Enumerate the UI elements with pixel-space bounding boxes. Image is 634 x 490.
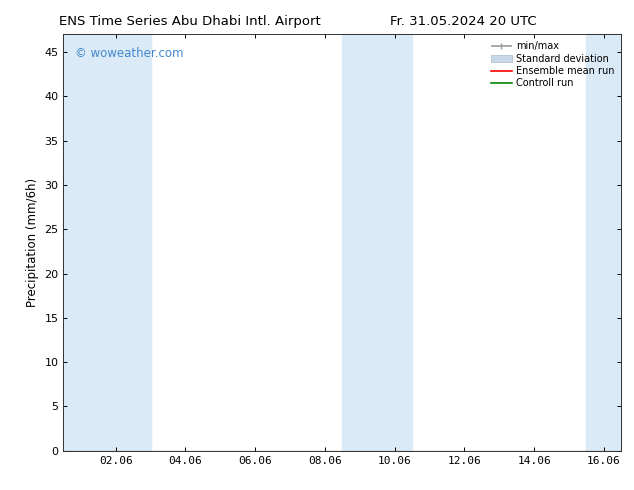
Legend: min/max, Standard deviation, Ensemble mean run, Controll run: min/max, Standard deviation, Ensemble me… xyxy=(489,39,616,90)
Text: ENS Time Series Abu Dhabi Intl. Airport: ENS Time Series Abu Dhabi Intl. Airport xyxy=(60,15,321,28)
Text: © woweather.com: © woweather.com xyxy=(75,47,183,60)
Y-axis label: Precipitation (mm/6h): Precipitation (mm/6h) xyxy=(26,178,39,307)
Bar xyxy=(63,34,150,451)
Bar xyxy=(586,34,621,451)
Bar xyxy=(342,34,412,451)
Text: Fr. 31.05.2024 20 UTC: Fr. 31.05.2024 20 UTC xyxy=(389,15,536,28)
